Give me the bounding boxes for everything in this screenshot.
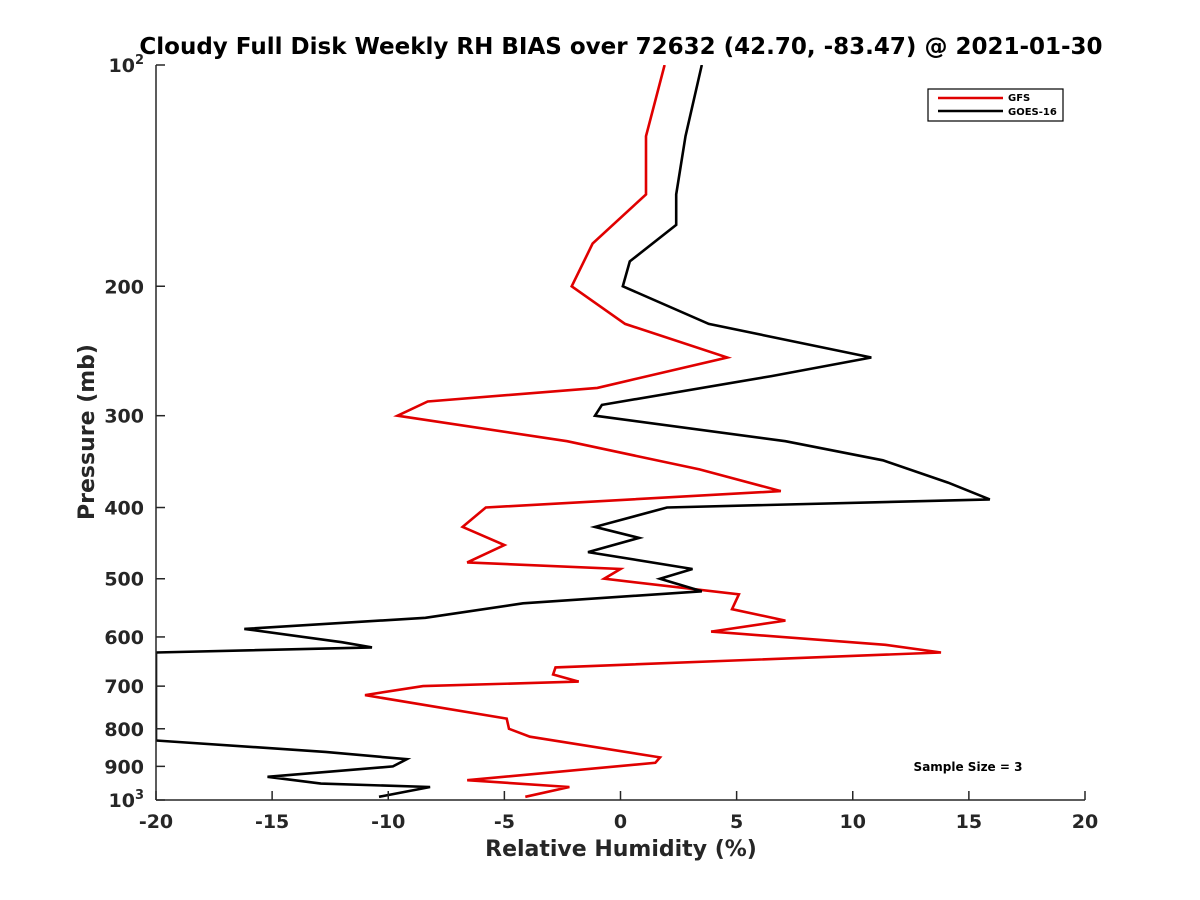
x-axis-label: Relative Humidity (%): [485, 837, 757, 862]
x-axis-ticks: -20 -15 -10 -5 0 5 10 15 20: [139, 791, 1098, 833]
y-tick-label: 103: [109, 788, 145, 812]
legend-label-gfs: GFS: [1008, 93, 1030, 104]
series-line-goes16: [156, 65, 991, 799]
x-tick-label: -20: [139, 811, 173, 833]
x-tick-label: 20: [1072, 811, 1098, 833]
y-tick-label: 700: [104, 676, 144, 698]
y-tick-label: 600: [104, 627, 144, 649]
y-axis-label: Pressure (mb): [75, 344, 100, 520]
y-tick-label: 900: [104, 756, 144, 778]
y-tick-label: 200: [104, 276, 144, 298]
y-tick-label: 500: [104, 569, 144, 591]
y-tick-label: 400: [104, 498, 144, 520]
sample-size-annotation: Sample Size = 3: [914, 760, 1023, 774]
legend-label-goes16: GOES-16: [1008, 107, 1057, 118]
x-tick-label: 5: [730, 811, 743, 833]
plot-area: [155, 65, 1085, 801]
x-tick-label: -5: [494, 811, 515, 833]
y-tick-label: 800: [104, 719, 144, 741]
y-tick-label: 300: [104, 406, 144, 428]
x-tick-label: -10: [371, 811, 405, 833]
chart-title: Cloudy Full Disk Weekly RH BIAS over 726…: [139, 34, 1102, 60]
x-tick-label: 0: [614, 811, 627, 833]
legend: GFS GOES-16: [927, 88, 1064, 122]
legend-box: [927, 88, 1064, 122]
series-line-gfs: [364, 65, 942, 799]
x-tick-label: 10: [840, 811, 866, 833]
y-tick-label: 102: [109, 53, 145, 77]
y-axis-ticks: 102 200 300 400 500 600 700 800 900 103: [104, 53, 165, 812]
x-tick-label: 15: [956, 811, 982, 833]
x-tick-label: -15: [255, 811, 289, 833]
